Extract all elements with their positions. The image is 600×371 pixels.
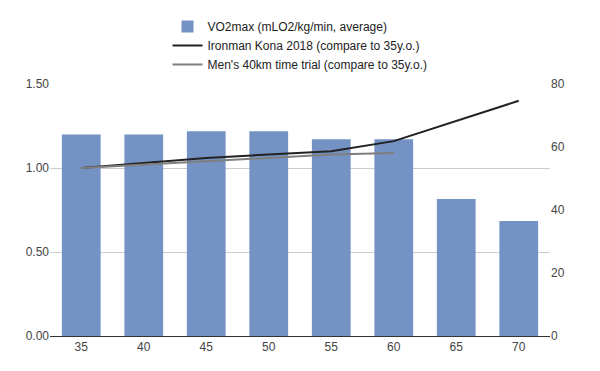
svg-text:VO2max (mLO2/kg/min, average): VO2max (mLO2/kg/min, average) [208,20,387,34]
svg-text:40: 40 [551,203,565,217]
svg-text:0.00: 0.00 [26,329,50,343]
svg-text:50: 50 [262,340,276,354]
svg-text:60: 60 [387,340,401,354]
svg-text:60: 60 [551,140,565,154]
svg-text:70: 70 [512,340,526,354]
svg-text:65: 65 [450,340,464,354]
svg-text:Men's 40km time trial (compare: Men's 40km time trial (compare to 35y.o.… [208,58,427,72]
svg-text:20: 20 [551,266,565,280]
svg-text:45: 45 [200,340,214,354]
svg-text:80: 80 [551,77,565,91]
svg-text:40: 40 [137,340,151,354]
svg-text:0.50: 0.50 [26,245,50,259]
svg-text:1.50: 1.50 [26,77,50,91]
svg-text:55: 55 [325,340,339,354]
svg-text:Ironman Kona 2018 (compare to: Ironman Kona 2018 (compare to 35y.o.) [208,39,420,53]
svg-text:1.00: 1.00 [26,161,50,175]
svg-text:35: 35 [75,340,89,354]
svg-text:0: 0 [551,329,558,343]
